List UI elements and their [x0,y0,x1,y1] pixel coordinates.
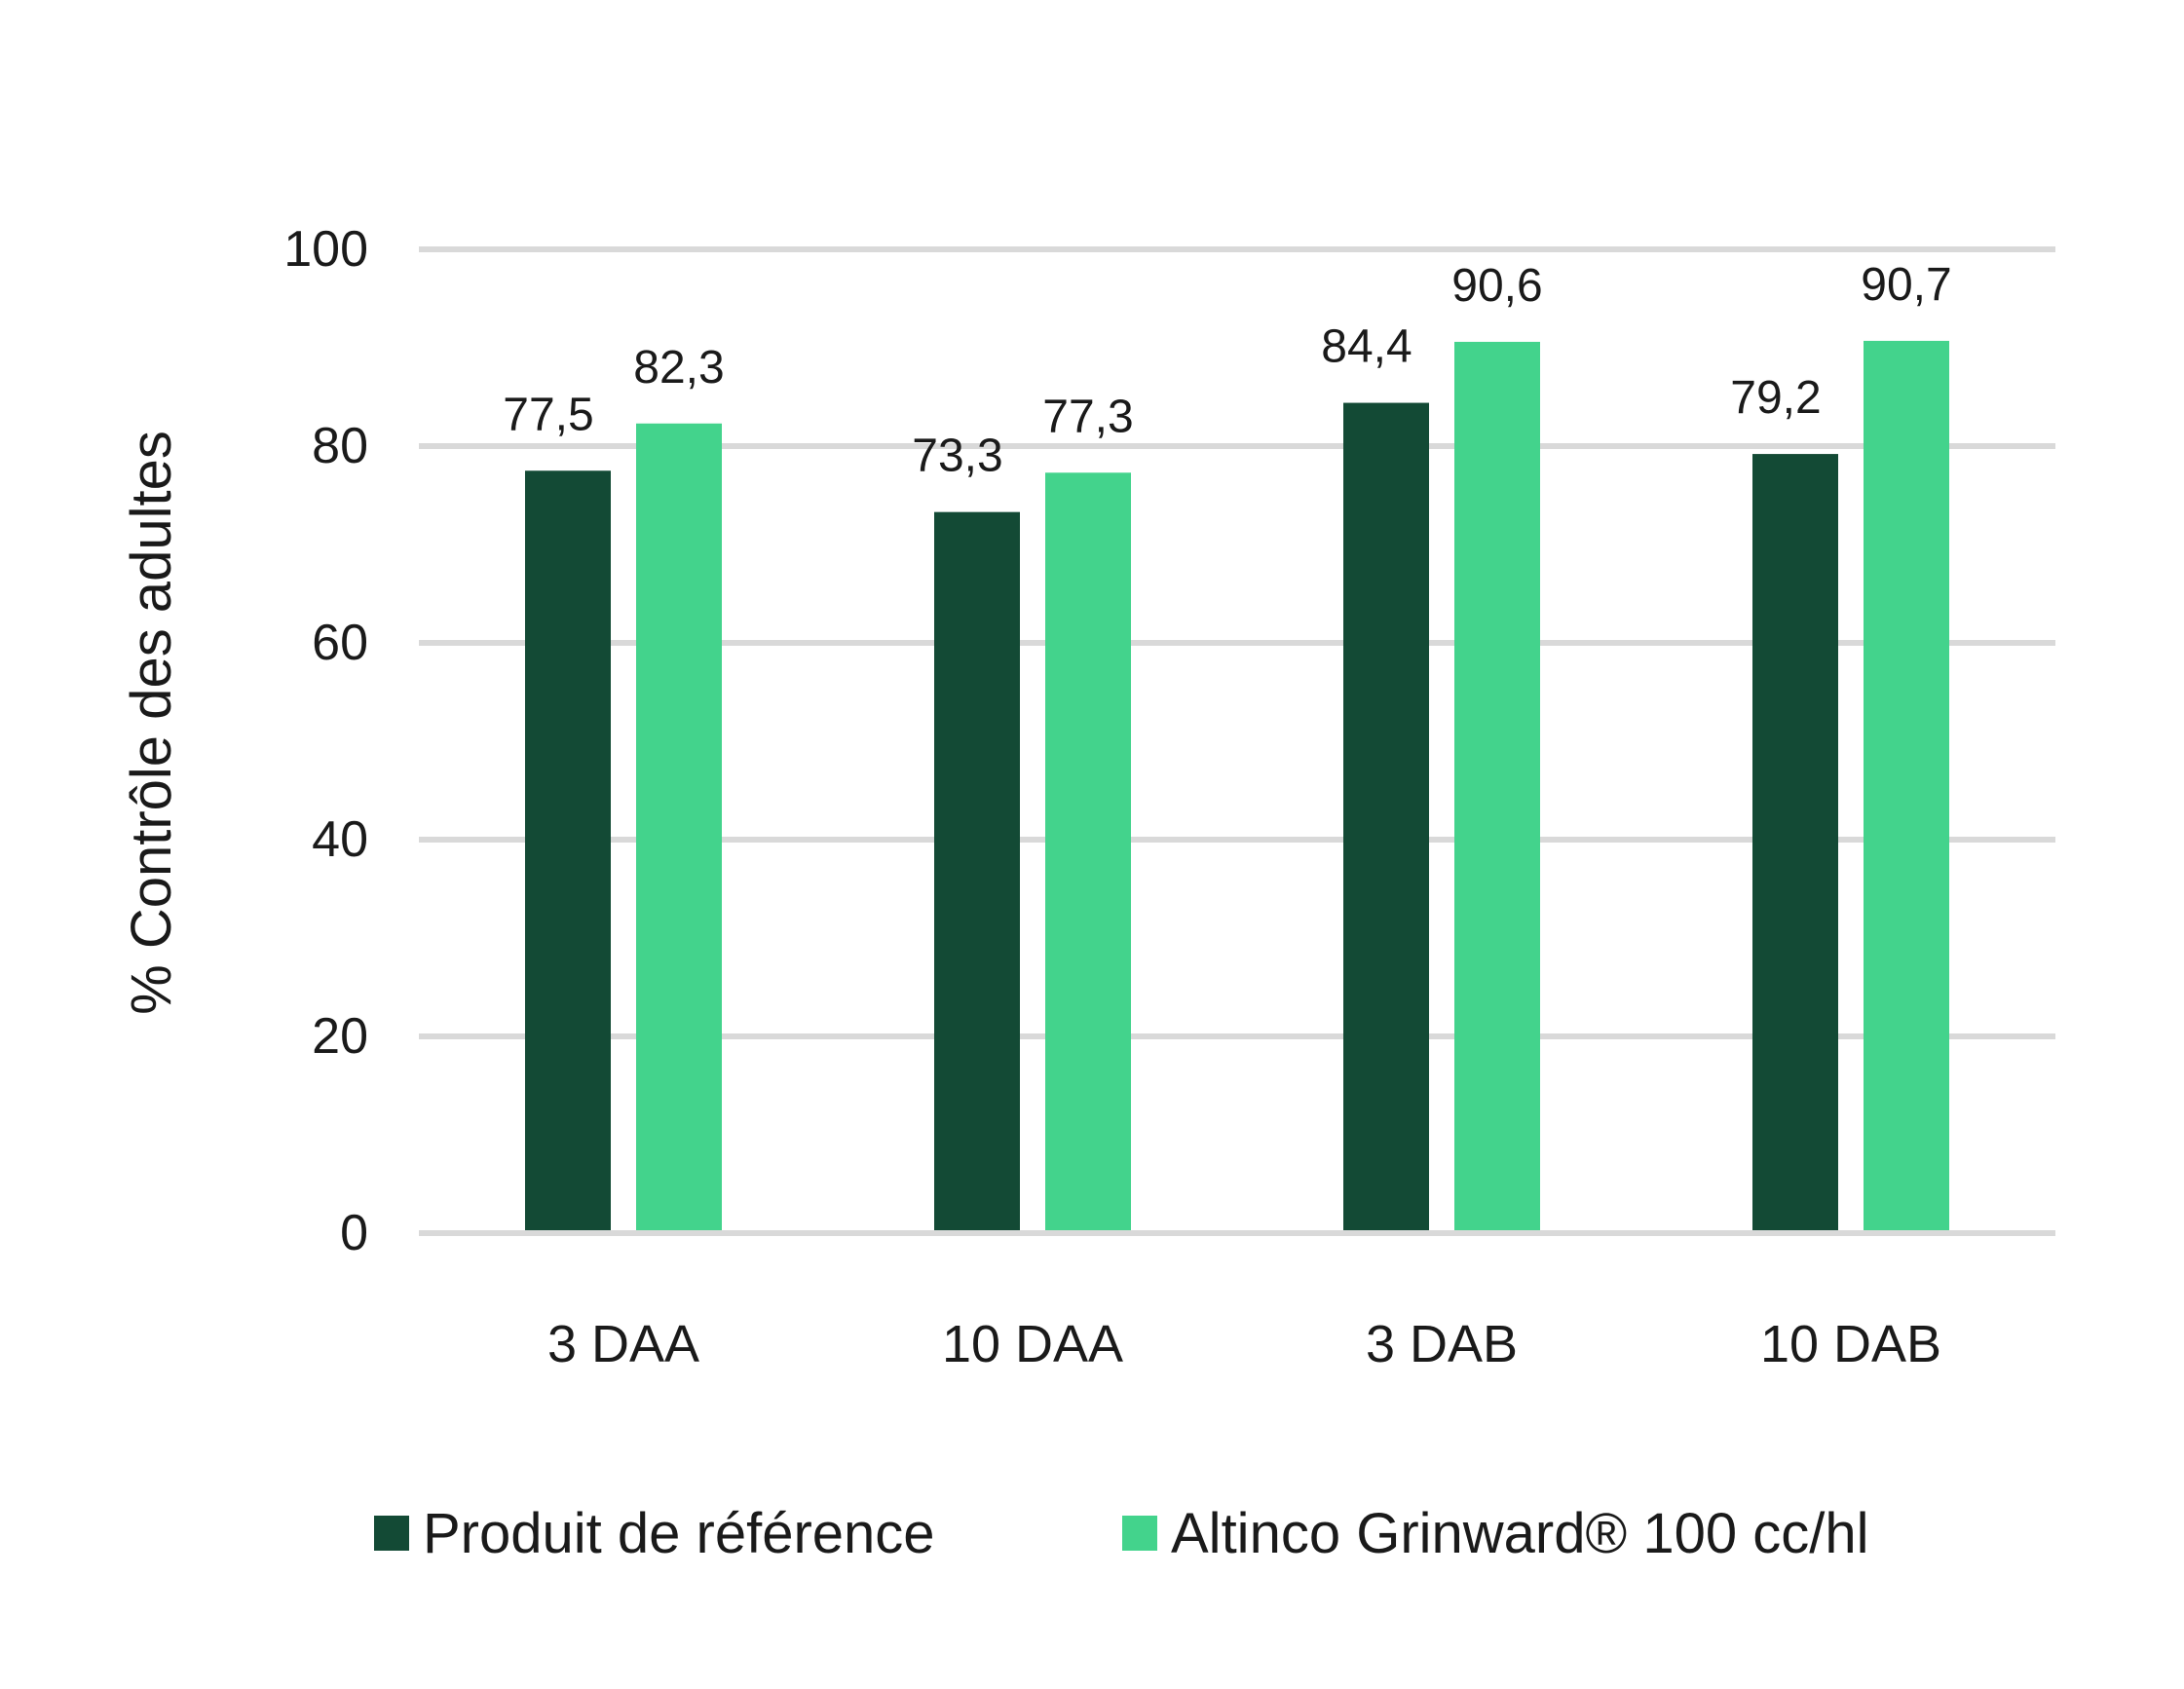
y-tick-label: 100 [283,221,368,278]
data-label: 73,3 [912,431,1002,482]
bar-1-3 [1343,402,1429,1230]
y-axis-title: % Contrôle des adultes [120,431,183,1015]
y-axis-ticks: 0 20 40 60 80 100 [283,221,368,1261]
legend-label: Altinco Grinward® 100 cc/hl [1171,1502,1868,1565]
y-tick-label: 0 [340,1205,368,1261]
x-category-label: 10 DAB [1760,1315,1941,1373]
data-labels: 77,5 82,3 73,3 77,3 84,4 90,6 79,2 90,7 [503,259,1951,482]
data-label: 79,2 [1730,372,1821,424]
x-category-label: 3 DAB [1366,1315,1518,1373]
data-label: 84,4 [1321,321,1412,373]
bar-2-4 [1864,340,1949,1230]
y-tick-label: 60 [312,615,368,671]
data-label: 90,7 [1861,259,1951,311]
bar-1-1 [525,470,611,1230]
legend-label: Produit de référence [423,1502,935,1565]
x-category-label: 3 DAA [547,1315,699,1373]
bar-2-2 [1045,472,1131,1230]
x-category-label: 10 DAA [942,1315,1123,1373]
data-label: 82,3 [633,342,724,394]
bar-1-2 [934,511,1020,1230]
bar-1-4 [1752,454,1838,1231]
bars [525,340,1949,1231]
legend-swatch [1122,1516,1157,1551]
y-tick-label: 80 [312,418,368,474]
y-tick-label: 40 [312,811,368,868]
data-label: 90,6 [1451,260,1542,312]
legend-swatch [374,1516,409,1551]
legend-item-1: Produit de référence [374,1502,935,1565]
data-label: 77,3 [1042,391,1133,442]
y-tick-label: 20 [312,1008,368,1065]
x-axis-categories: 3 DAA 10 DAA 3 DAB 10 DAB [547,1315,1941,1373]
bar-2-3 [1454,341,1540,1230]
data-label: 77,5 [503,389,593,440]
bar-2-1 [636,423,722,1230]
legend: Produit de référence Altinco Grinward® 10… [374,1502,1868,1565]
legend-item-2: Altinco Grinward® 100 cc/hl [1122,1502,1868,1565]
